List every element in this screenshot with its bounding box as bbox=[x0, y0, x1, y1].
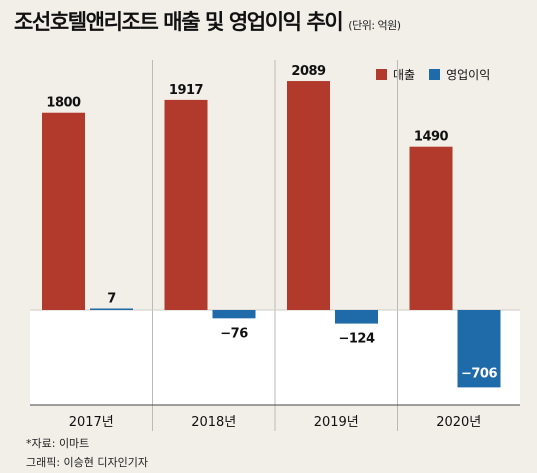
operating-profit-bar bbox=[212, 310, 256, 319]
x-tick-label: 2020년 bbox=[436, 415, 481, 430]
graphic-credit: 그래픽: 이승현 디자인기자 bbox=[26, 456, 149, 469]
legend-item-operating-profit: 영업이익 bbox=[429, 66, 490, 83]
operating-profit-data-label: −706 bbox=[461, 366, 497, 381]
revenue-bar bbox=[287, 81, 330, 311]
revenue-bar bbox=[42, 112, 85, 310]
legend-swatch-revenue bbox=[376, 69, 387, 80]
operating-profit-bar bbox=[90, 308, 133, 310]
revenue-data-label: 2089 bbox=[291, 64, 326, 79]
legend-swatch-operating-profit bbox=[429, 69, 441, 80]
chart-title: 조선호텔앤리조트 매출 및 영업이익 추이 (단위: 억원) bbox=[14, 6, 401, 36]
operating-profit-data-label: 7 bbox=[107, 292, 116, 307]
revenue-data-label: 1800 bbox=[46, 96, 81, 111]
operating-profit-bar bbox=[457, 310, 501, 388]
operating-profit-bar bbox=[335, 310, 378, 324]
legend-item-revenue: 매출 bbox=[376, 66, 415, 83]
x-tick-label: 2017년 bbox=[69, 415, 114, 430]
chart-title-text: 조선호텔앤리조트 매출 및 영업이익 추이 bbox=[14, 10, 344, 34]
revenue-bar bbox=[164, 99, 208, 311]
legend-label-revenue: 매출 bbox=[393, 68, 416, 82]
legend: 매출 영업이익 bbox=[376, 66, 504, 83]
x-tick-label: 2019년 bbox=[314, 415, 359, 430]
unit-note: (단위: 억원) bbox=[348, 19, 401, 32]
revenue-data-label: 1490 bbox=[414, 130, 449, 145]
operating-profit-data-label: −124 bbox=[338, 332, 374, 347]
x-tick-label: 2018년 bbox=[191, 415, 236, 430]
source-note: *자료: 이마트 bbox=[26, 437, 90, 450]
legend-label-operating-profit: 영업이익 bbox=[446, 68, 491, 82]
revenue-data-label: 1917 bbox=[169, 83, 204, 98]
revenue-bar bbox=[409, 146, 453, 310]
operating-profit-data-label: −76 bbox=[220, 326, 248, 341]
